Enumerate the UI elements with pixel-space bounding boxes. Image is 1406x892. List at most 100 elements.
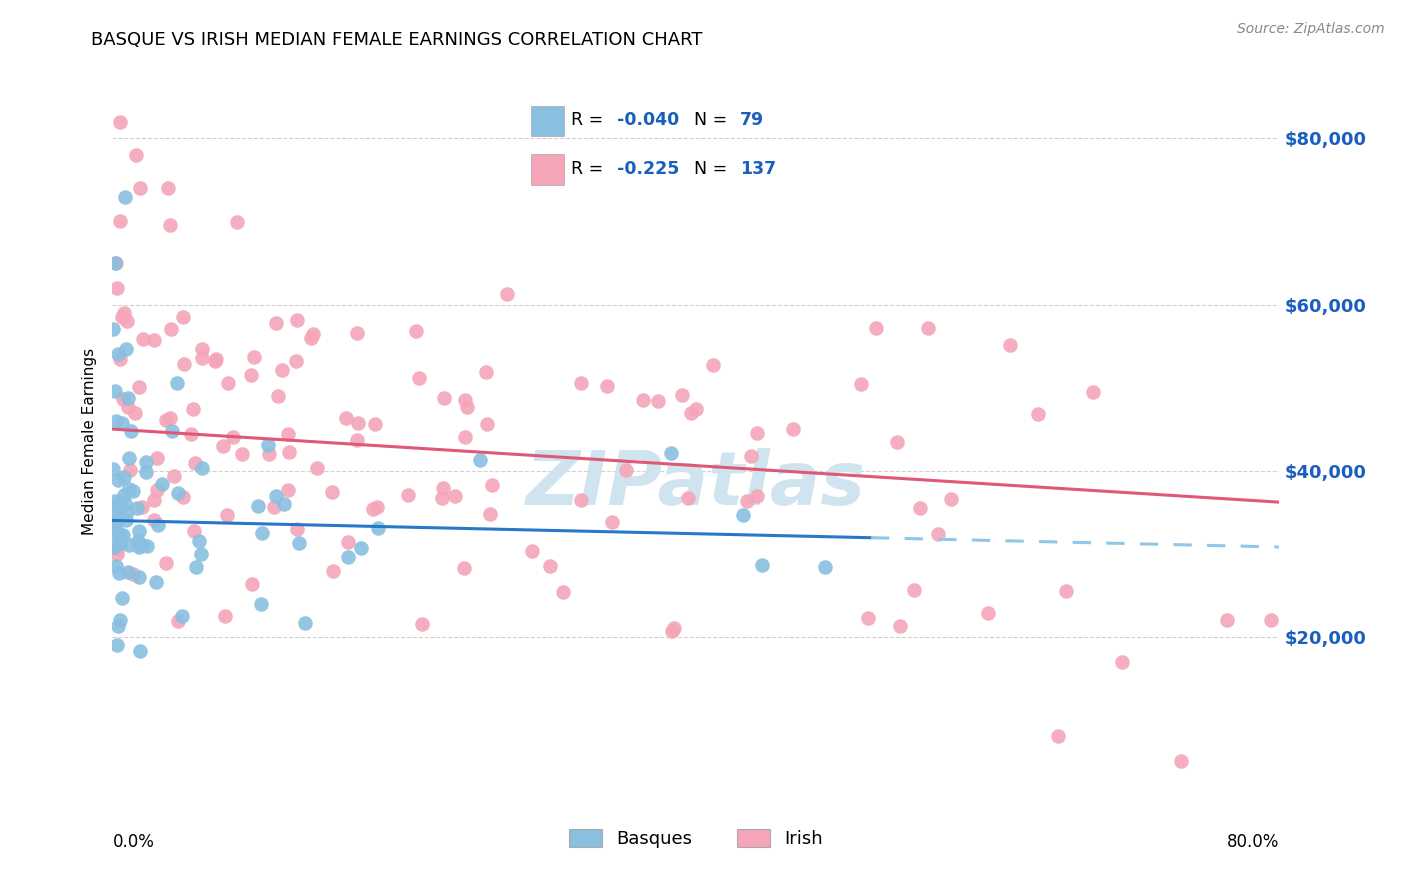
Point (751, 558, 773, 573)
Point (226, 215, 249, 229)
Point (336, 534, 359, 549)
Point (661, 624, 683, 639)
Point (105, 531, 128, 545)
Point (443, 489, 465, 503)
Point (112, 392, 135, 406)
Point (813, 559, 835, 574)
Point (294, 616, 316, 631)
Point (453, 392, 475, 407)
Point (155, 556, 177, 570)
Point (285, 354, 308, 368)
Point (285, 521, 308, 535)
Point (181, 402, 204, 417)
Point (190, 547, 212, 561)
Point (190, 342, 212, 356)
Point (927, 527, 949, 541)
Point (191, 460, 214, 475)
Point (396, 488, 419, 502)
Point (305, 460, 328, 475)
Point (108, 566, 131, 580)
Point (157, 181, 180, 195)
Point (782, 422, 804, 436)
Point (257, 447, 280, 461)
Point (681, 406, 703, 420)
Point (264, 489, 287, 503)
Point (217, 376, 239, 390)
Point (285, 312, 308, 326)
Point (117, 401, 139, 415)
Point (108, 528, 131, 542)
Point (186, 559, 208, 574)
Point (856, 611, 879, 625)
Point (128, 524, 150, 538)
Point (108, 495, 131, 509)
Point (114, 496, 136, 510)
Point (117, 391, 139, 405)
Point (456, 400, 478, 414)
Point (287, 536, 309, 550)
Point (468, 452, 491, 467)
Point (172, 608, 194, 623)
Point (747, 425, 769, 440)
Point (432, 481, 454, 495)
Point (453, 430, 475, 444)
Point (110, 310, 132, 325)
Point (1216, 613, 1239, 627)
Point (187, 534, 209, 549)
Point (731, 508, 754, 522)
Point (132, 332, 155, 346)
Point (633, 392, 655, 407)
Point (1047, 730, 1070, 744)
Point (107, 619, 129, 633)
Point (1026, 407, 1049, 421)
Point (735, 493, 758, 508)
Point (112, 470, 135, 484)
Point (146, 450, 169, 465)
Point (163, 468, 186, 483)
Point (250, 525, 273, 540)
Point (1111, 655, 1133, 669)
Point (107, 347, 129, 361)
Point (264, 316, 287, 330)
Point (103, 322, 125, 336)
Point (939, 491, 962, 506)
Point (159, 322, 181, 336)
Point (240, 577, 263, 591)
Point (214, 609, 236, 624)
Point (167, 614, 190, 628)
Point (998, 338, 1021, 352)
Point (128, 541, 150, 555)
Point (321, 485, 343, 500)
Text: 0.0%: 0.0% (112, 833, 155, 851)
Point (361, 502, 384, 516)
Point (277, 483, 299, 498)
Point (112, 488, 135, 502)
Point (538, 558, 561, 573)
Point (183, 524, 205, 539)
Point (111, 591, 134, 605)
Point (135, 455, 157, 469)
Point (569, 492, 592, 507)
Point (104, 499, 127, 513)
Point (204, 353, 226, 368)
Point (273, 497, 295, 511)
Point (903, 582, 925, 597)
Point (977, 607, 1000, 621)
Point (129, 644, 152, 658)
Point (215, 508, 238, 522)
Point (142, 493, 165, 508)
Point (364, 417, 387, 431)
Point (121, 483, 143, 498)
Point (155, 413, 177, 427)
Point (172, 490, 194, 504)
Point (301, 331, 323, 345)
Point (120, 463, 142, 477)
Point (146, 483, 169, 497)
Point (335, 411, 357, 425)
Point (249, 597, 271, 611)
Point (105, 281, 128, 295)
Point (110, 416, 132, 430)
Point (336, 549, 359, 564)
Point (411, 617, 433, 632)
Point (917, 321, 939, 335)
